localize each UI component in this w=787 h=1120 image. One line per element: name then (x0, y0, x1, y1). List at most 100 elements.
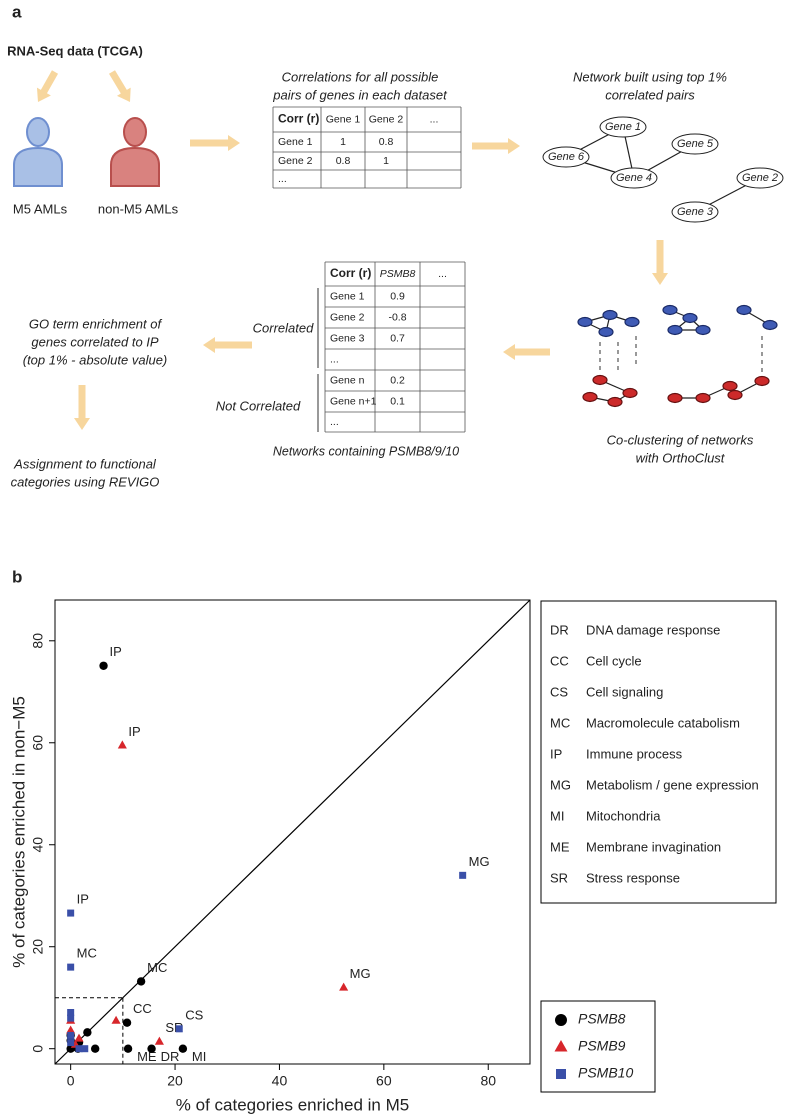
table-cell: ... (438, 268, 447, 280)
m5-person-icon (13, 117, 63, 187)
point-label: IP (110, 644, 122, 659)
point (67, 909, 75, 917)
abbreviation-name: Cell signaling (586, 684, 663, 699)
table-cell: Gene 3 (330, 332, 365, 344)
network-node-label: Gene 4 (616, 172, 652, 184)
abbreviation-name: Macromolecule catabolism (586, 715, 740, 730)
network-node (736, 167, 784, 189)
network-node-label: Gene 2 (742, 172, 778, 184)
flow-arrow (503, 344, 550, 360)
table-cell: 1 (340, 136, 346, 148)
point (154, 1036, 164, 1045)
y-axis-label: % of categories enriched in non−M5 (9, 696, 28, 968)
table-cell: Gene 1 (326, 113, 361, 125)
table-cell: 1 (383, 155, 389, 167)
x-tick-label: 20 (167, 1073, 183, 1089)
point-label: MG (469, 854, 490, 869)
point (67, 1009, 75, 1017)
abbreviation-name: Mitochondria (586, 808, 661, 823)
x-tick-label: 80 (480, 1073, 496, 1089)
step-caption: GO term enrichment of (29, 316, 163, 331)
table-cell: Corr (r) (278, 112, 319, 126)
plot-frame (54, 599, 531, 1065)
point (74, 1033, 84, 1042)
y-tick-label: 80 (30, 633, 46, 649)
table-cell: -0.8 (388, 311, 406, 323)
point (123, 1044, 133, 1053)
point-label: IP (128, 724, 140, 739)
point (147, 1044, 156, 1053)
point (175, 1025, 183, 1033)
y-tick-label: 20 (30, 939, 46, 955)
point (66, 1025, 76, 1034)
network-node (599, 116, 647, 138)
table-cell: Gene n+1 (330, 395, 377, 407)
legend-label: PSMB9 (578, 1038, 626, 1054)
flow-arrow (74, 385, 90, 430)
point (67, 963, 75, 971)
data-source: RNA-Seq data (TCGA) (7, 43, 143, 58)
x-tick-label: 0 (67, 1073, 75, 1089)
table-cell: ... (330, 416, 339, 428)
point (117, 740, 127, 749)
abbreviation-name: Membrane invagination (586, 839, 721, 854)
point (67, 1031, 75, 1039)
abbreviation-code: ME (550, 839, 570, 854)
abbreviation-code: CS (550, 684, 568, 699)
y-tick-label: 0 (30, 1045, 46, 1053)
table-cell: 0.7 (390, 332, 405, 344)
step-caption: Network built using top 1% (573, 69, 727, 84)
network-node (542, 146, 590, 168)
table-cell: Gene n (330, 374, 365, 386)
point-label: IP (77, 892, 89, 907)
abbreviation-code: MG (550, 777, 571, 792)
step-caption: Co-clustering of networks (607, 432, 754, 447)
abbreviation-name: Metabolism / gene expression (586, 777, 759, 792)
network-node-label: Gene 5 (677, 138, 714, 150)
network-node-label: Gene 3 (677, 206, 714, 218)
abbreviation-legend-frame (540, 600, 777, 904)
point (83, 1028, 92, 1037)
group-label: Correlated (253, 320, 314, 335)
point (111, 1015, 121, 1024)
point-label: MI (192, 1049, 206, 1064)
legend-marker (554, 1040, 568, 1052)
step-caption: Correlations for all possible (282, 69, 439, 84)
x-tick-label: 60 (376, 1073, 392, 1089)
point (339, 982, 349, 991)
abbreviation-name: Cell cycle (586, 653, 642, 668)
point-label: CC (133, 1001, 152, 1016)
flow-arrow (108, 70, 131, 102)
group-label: non-M5 AMLs (98, 201, 179, 216)
point (99, 661, 108, 670)
y-tick-label: 60 (30, 735, 46, 751)
point-label: ME (137, 1049, 157, 1064)
abbreviation-code: MC (550, 715, 570, 730)
point (75, 1045, 83, 1053)
point (81, 1045, 89, 1053)
table-cell: 0.8 (336, 155, 351, 167)
panel-label: b (12, 567, 22, 586)
abbreviation-code: CC (550, 653, 569, 668)
abbreviation-code: MI (550, 808, 564, 823)
point (67, 1014, 75, 1022)
legend-marker (556, 1069, 566, 1079)
abbreviation-name: Immune process (586, 746, 683, 761)
step-caption: genes correlated to IP (31, 334, 159, 349)
network-node-label: Gene 1 (605, 121, 641, 133)
table-cell: Gene 1 (330, 290, 365, 302)
point (178, 1044, 188, 1053)
y-tick-label: 40 (30, 837, 46, 853)
network-node (610, 167, 658, 189)
table-cell: Corr (r) (330, 266, 371, 280)
point-label: DR (161, 1049, 180, 1064)
flow-arrow (190, 135, 240, 151)
series-legend-frame (540, 1000, 656, 1093)
abbreviation-code: DR (550, 622, 569, 637)
group-label: Not Correlated (216, 398, 301, 413)
table-cell: Gene 2 (278, 155, 313, 167)
panel-label: a (12, 2, 22, 21)
network-node (671, 201, 719, 223)
point (90, 1044, 100, 1053)
